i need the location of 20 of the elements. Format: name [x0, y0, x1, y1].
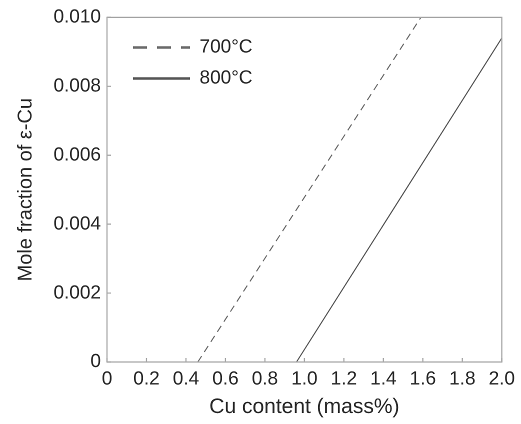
y-tick-label: 0.006	[53, 144, 101, 166]
legend-label: 800°C	[200, 68, 253, 89]
x-tick-label: 0.2	[133, 368, 160, 390]
x-tick-label: 1.6	[410, 368, 436, 390]
x-axis-title: Cu content (mass%)	[209, 395, 400, 418]
y-tick-label: 0.002	[53, 282, 101, 304]
x-tick-label: 1.8	[449, 368, 476, 390]
x-tick-label: 1.0	[291, 368, 318, 390]
y-tick-label: 0.010	[53, 6, 101, 28]
y-tick-label: 0.008	[53, 76, 101, 97]
x-tick-label: 0.8	[252, 368, 278, 390]
x-tick-label: 1.2	[330, 368, 358, 390]
x-tick-label: 0.6	[212, 368, 239, 390]
x-tick-label: 2.0	[488, 368, 516, 390]
y-axis-title: Mole fraction of ε-Cu	[14, 98, 37, 282]
y-tick-label: 0	[90, 351, 101, 372]
x-tick-label: 1.4	[370, 368, 397, 390]
x-tick-label: 0.4	[172, 368, 200, 390]
legend-label: 700°C	[200, 36, 253, 58]
y-tick-label: 0.004	[53, 213, 102, 234]
